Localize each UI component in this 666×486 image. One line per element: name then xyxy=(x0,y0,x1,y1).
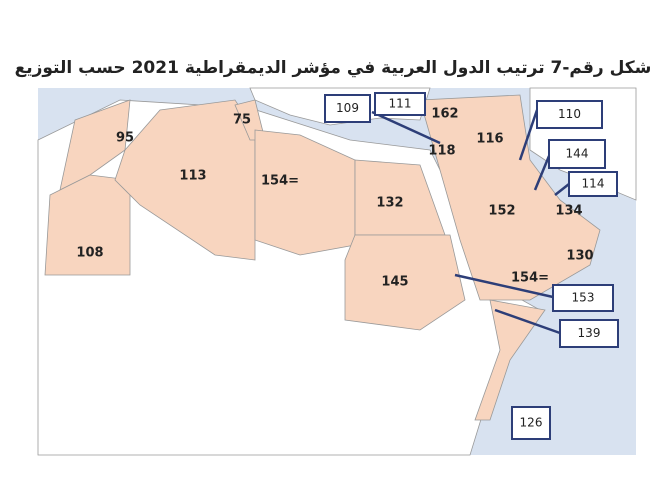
country-rank: 144 xyxy=(566,147,589,161)
leader-line xyxy=(454,273,554,299)
leader-line xyxy=(518,109,539,161)
country-rank: 110 xyxy=(558,107,581,121)
label-box xyxy=(559,319,619,348)
country-rank: 111 xyxy=(389,97,412,111)
label-box xyxy=(548,139,606,169)
country-rank: 116 xyxy=(476,132,503,147)
country-rank: 152 xyxy=(488,204,515,219)
label-box xyxy=(511,406,551,440)
country-rank: 153 xyxy=(572,291,595,305)
country-rank: 132 xyxy=(376,196,403,211)
morocco xyxy=(59,99,131,191)
country-rank: 154= xyxy=(511,271,549,286)
country-rank: 130 xyxy=(566,249,593,264)
sudan xyxy=(344,234,466,331)
country-rank: 108 xyxy=(76,246,103,261)
map xyxy=(37,87,637,456)
country-rank: 145 xyxy=(381,275,408,290)
leader-line xyxy=(554,183,570,196)
algeria xyxy=(114,99,256,261)
country-rank: 162 xyxy=(431,107,458,122)
country-rank: 118 xyxy=(428,144,455,159)
country-rank: 126 xyxy=(520,416,543,430)
country-rank: 114 xyxy=(582,177,605,191)
country-rank: 139 xyxy=(578,326,601,340)
map-title: شكل رقم-7 ترتيب الدول العربية في مؤشر ال… xyxy=(15,58,652,78)
country-rank: 95 xyxy=(116,131,134,146)
label-box xyxy=(536,100,603,129)
label-box xyxy=(324,94,371,123)
label-box xyxy=(568,171,618,197)
country-rank: 134 xyxy=(555,204,582,219)
country-rank: 75 xyxy=(233,113,251,128)
somalia xyxy=(474,299,546,421)
leader-line xyxy=(494,308,561,335)
country-rank: 154= xyxy=(261,174,299,189)
mauritania xyxy=(44,174,131,276)
label-box xyxy=(552,284,614,312)
label-box xyxy=(374,92,426,116)
leader-line xyxy=(533,155,551,191)
country-rank: 113 xyxy=(179,169,206,184)
leader-line xyxy=(371,110,441,145)
country-rank: 109 xyxy=(336,101,359,115)
